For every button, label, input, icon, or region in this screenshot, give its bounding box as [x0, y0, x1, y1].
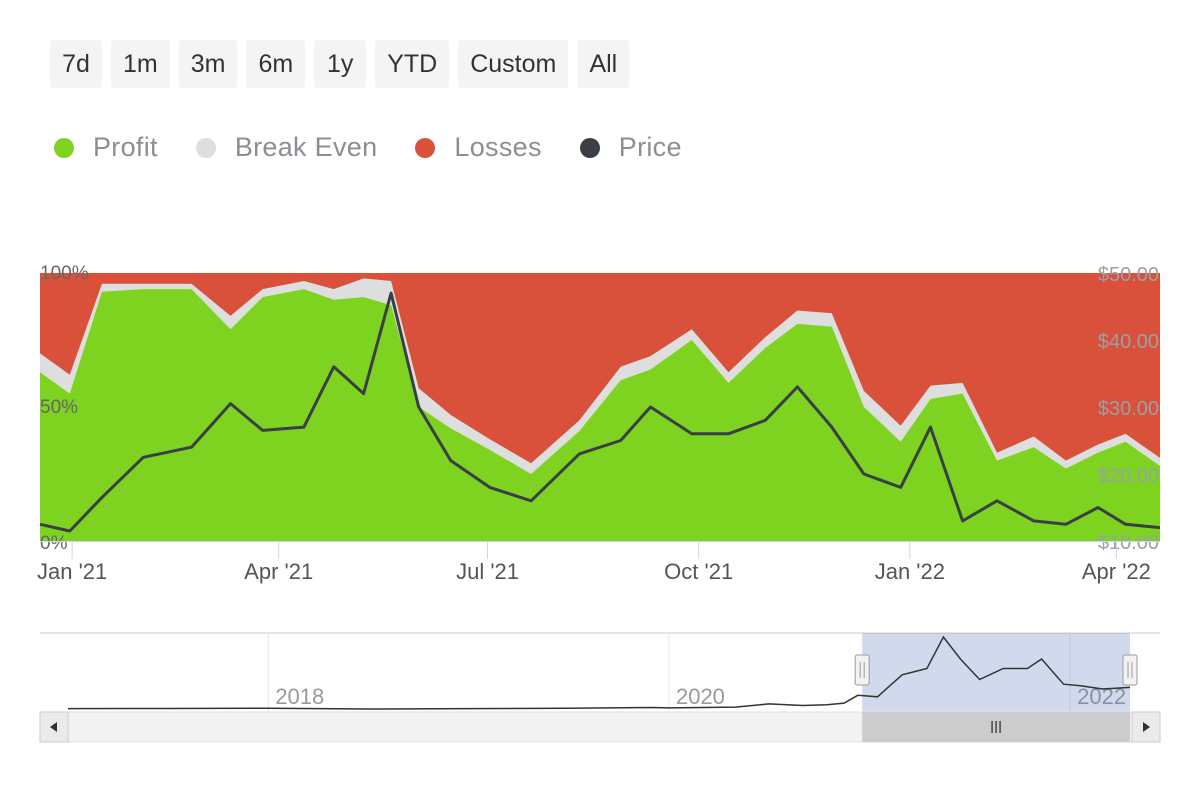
range-button-1m[interactable]: 1m [111, 40, 170, 88]
right-axis-tick-label: $40.00 [1098, 331, 1159, 353]
x-axis-tick-label: Jul '21 [456, 559, 519, 584]
chart-legend: Profit Break Even Losses Price [54, 132, 720, 163]
scrollbar[interactable] [39, 711, 1161, 743]
right-axis-tick-label: $20.00 [1098, 465, 1159, 487]
navigator-year-label: 2020 [676, 684, 725, 709]
grip-lines-icon [991, 721, 1001, 733]
range-button-1y[interactable]: 1y [314, 40, 367, 88]
x-axis-tick-label: Jan '21 [37, 559, 107, 584]
x-axis-tick-label: Oct '21 [664, 559, 733, 584]
navigator-handle-right[interactable] [1122, 654, 1138, 686]
legend-item-price[interactable]: Price [579, 132, 682, 163]
left-axis: 0% 50% 100% [40, 263, 89, 554]
legend-dot-losses [415, 137, 436, 158]
legend-item-profit[interactable]: Profit [54, 132, 158, 163]
left-axis-tick-label: 50% [40, 397, 78, 418]
arrow-right-icon [1143, 722, 1150, 732]
right-axis-tick-label: $50.00 [1098, 264, 1159, 286]
x-axis-tick-label: Jan '22 [875, 559, 945, 584]
legend-label-losses: Losses [454, 132, 542, 162]
legend-label-price: Price [618, 132, 682, 162]
profit-area [40, 289, 1160, 541]
navigator-year-label: 2018 [275, 684, 324, 709]
range-button-7d[interactable]: 7d [50, 40, 102, 88]
price-line [39, 291, 1161, 533]
range-button-3m[interactable]: 3m [178, 40, 238, 88]
legend-label-profit: Profit [93, 132, 158, 162]
right-axis-tick-label: $10.00 [1098, 532, 1159, 554]
x-axis: Jan '21 Apr '21 Jul '21 Oct '21 Jan '22 Apr '… [37, 541, 1160, 584]
legend-dot-break-even [195, 137, 216, 158]
navigator-handle-body[interactable] [854, 654, 870, 686]
arrow-left-icon [50, 722, 57, 732]
right-axis: $10.00 $20.00 $30.00 $40.00 $50.00 [1098, 264, 1159, 554]
x-axis-tick-label: Apr '21 [244, 559, 313, 584]
range-button-6m[interactable]: 6m [246, 40, 306, 88]
right-axis-tick-label: $30.00 [1098, 398, 1159, 420]
legend-label-break-even: Break Even [234, 132, 378, 162]
left-axis-tick-label: 0% [40, 533, 68, 554]
legend-dot-profit [54, 137, 74, 158]
range-selector: 7d 1m 3m 6m 1y YTD Custom All [50, 40, 630, 88]
x-axis-tick-label: Apr '22 [1082, 559, 1151, 584]
legend-item-losses[interactable]: Losses [415, 132, 541, 163]
plot-area [39, 273, 1161, 541]
range-button-ytd[interactable]: YTD [375, 40, 450, 88]
legend-item-break-even[interactable]: Break Even [195, 132, 378, 163]
range-button-custom[interactable]: Custom [458, 40, 569, 88]
left-axis-tick-label: 100% [40, 263, 89, 284]
navigator-handle-left[interactable] [854, 654, 870, 686]
navigator-series-line [67, 635, 1131, 710]
legend-dot-price [579, 137, 600, 158]
range-button-all[interactable]: All [577, 40, 630, 88]
navigator-handle-body[interactable] [1122, 654, 1138, 686]
navigator: 201820202022 [40, 632, 1160, 712]
